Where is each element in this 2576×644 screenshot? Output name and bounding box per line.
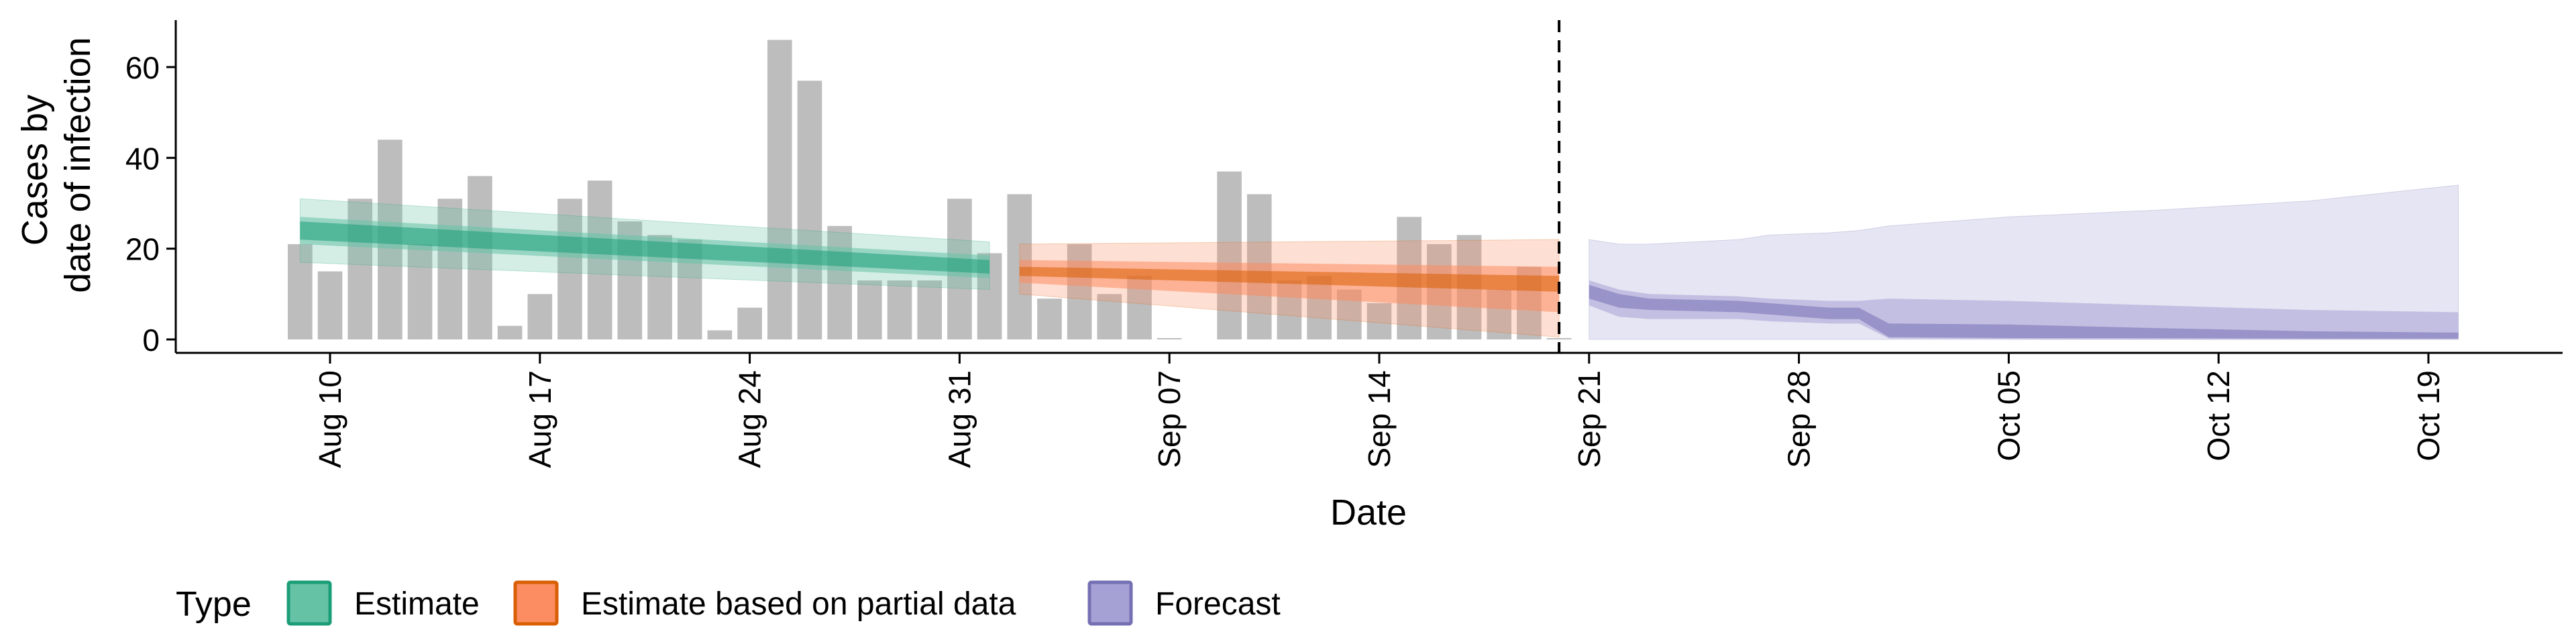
case-bar (917, 280, 943, 339)
case-bar (497, 325, 523, 339)
case-bar (468, 176, 492, 339)
ci20-band (1589, 284, 2459, 339)
y-axis-label-line-2: date of infection (58, 37, 98, 292)
case-bar (1546, 337, 1572, 339)
x-tick-label: Oct 12 (2201, 370, 2236, 462)
x-tick-label: Oct 05 (1991, 370, 2026, 462)
y-tick-label: 60 (125, 50, 160, 85)
case-bar (1097, 294, 1122, 339)
case-bar (1067, 244, 1092, 339)
legend-label: Forecast (1155, 586, 1281, 622)
y-tick-label: 40 (125, 141, 160, 176)
case-bar (707, 330, 733, 339)
case-bar (317, 271, 343, 339)
case-bar (407, 244, 433, 339)
case-bar (857, 280, 882, 339)
legend-label: Estimate based on partial data (581, 586, 1016, 622)
case-bar (887, 280, 912, 339)
ci20-band (300, 221, 990, 274)
legend-swatch (1087, 580, 1133, 626)
x-tick-label: Sep 14 (1362, 370, 1397, 468)
case-bar (1217, 171, 1242, 339)
y-axis-label-line-1: Cases by (15, 95, 55, 246)
case-bar (287, 244, 313, 339)
y-ticks: 0 20 40 60 (125, 50, 176, 358)
x-axis-label: Date (1330, 492, 1407, 533)
case-bar (737, 307, 762, 339)
band-group-estimate-based-on-partial-data (1019, 239, 1560, 338)
case-bar (527, 294, 553, 339)
y-tick-label: 0 (142, 323, 160, 358)
legend-swatch (513, 580, 559, 626)
case-bar (437, 199, 463, 339)
x-tick-label: Aug 17 (523, 370, 557, 468)
x-ticks: Aug 10 Aug 17 Aug 24 Aug 31 Sep 07 Sep 14 Sep … (313, 353, 2446, 468)
x-tick-label: Sep 21 (1572, 370, 1607, 468)
legend-swatch (286, 580, 332, 626)
ci20-band (1019, 266, 1560, 292)
case-bar (557, 199, 582, 339)
x-tick-label: Aug 31 (942, 370, 977, 468)
estimate-bands (299, 184, 2459, 340)
x-tick-label: Aug 24 (733, 370, 767, 468)
x-tick-label: Aug 10 (313, 370, 347, 468)
axes (174, 20, 2563, 354)
ci50-band (1589, 280, 2459, 339)
x-tick-label: Sep 07 (1152, 370, 1187, 468)
case-bar (827, 225, 852, 339)
case-bar (797, 80, 822, 340)
legend: Type Estimate Estimate based on partial da… (176, 580, 1281, 626)
band-group-estimate (299, 198, 990, 290)
case-bar (1366, 303, 1392, 339)
legend-item: Forecast (1087, 580, 1281, 626)
legend-title: Type (176, 585, 252, 624)
x-tick-label: Oct 19 (2411, 370, 2446, 462)
band-group-forecast (1589, 184, 2459, 340)
case-bar (587, 180, 612, 339)
y-tick-label: 20 (125, 232, 160, 267)
legend-item: Estimate based on partial data (513, 580, 1016, 626)
x-tick-label: Sep 28 (1782, 370, 1817, 468)
legend-item: Estimate (286, 580, 480, 626)
case-bar (1037, 299, 1062, 339)
case-bar (767, 40, 792, 340)
case-bar (1157, 337, 1182, 339)
legend-label: Estimate (354, 586, 480, 622)
y-axis-label: Cases by date of infection (15, 37, 98, 292)
